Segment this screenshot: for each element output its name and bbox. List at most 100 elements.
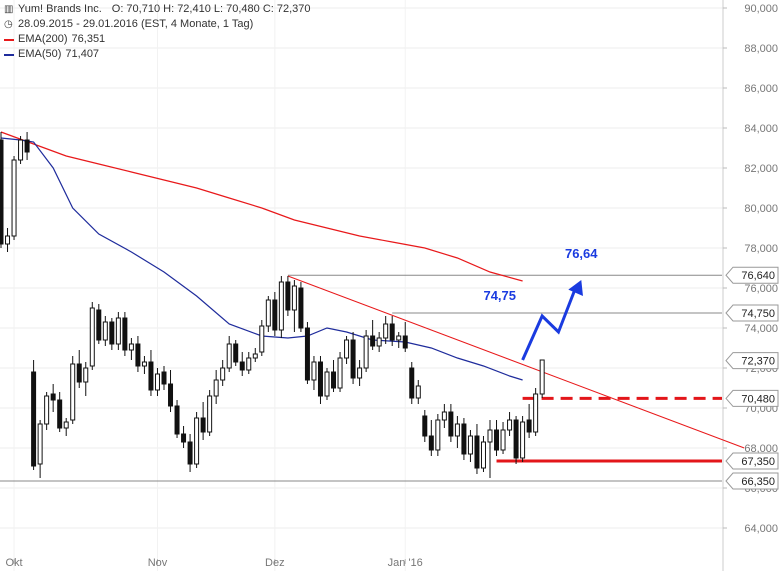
candle-body (317, 361, 323, 397)
candle (272, 292, 278, 336)
candle (122, 312, 128, 356)
ema50-swatch (4, 53, 14, 56)
candle-body (246, 357, 252, 371)
candle-body (507, 419, 513, 431)
reference-price-tag: 70,480 (725, 389, 779, 407)
candle (220, 360, 226, 386)
projection-arrowhead (568, 280, 583, 297)
candle (357, 360, 363, 386)
candle-body (50, 393, 56, 401)
candle-body (168, 383, 174, 407)
candle (50, 384, 56, 412)
x-tick-label: Dez (265, 557, 285, 569)
candle (83, 362, 89, 396)
candle (18, 136, 24, 164)
candle-body (122, 317, 128, 351)
candle-body (376, 337, 382, 347)
y-tick-label: 76,000 (744, 283, 778, 295)
candle (441, 404, 447, 428)
y-tick-label: 80,000 (744, 203, 778, 215)
candle (285, 276, 291, 316)
x-tick-label: Nov (148, 557, 168, 569)
candle-body (357, 367, 363, 379)
candle (513, 416, 519, 464)
candle (141, 356, 147, 374)
candle (422, 410, 428, 442)
candle (148, 350, 154, 396)
legend-period-row: ◷ 28.09.2015 - 29.01.2016 (EST, 4 Monate… (4, 17, 311, 32)
candle (31, 360, 37, 470)
candle-body (304, 327, 310, 381)
candle (37, 420, 43, 478)
candle-body (487, 429, 493, 443)
candle-body (194, 417, 200, 465)
candle (304, 322, 310, 384)
candle (226, 336, 232, 372)
candle (474, 424, 480, 474)
candle (539, 359, 545, 398)
candle-body (187, 441, 193, 465)
y-tick-label: 74,000 (744, 323, 778, 335)
candle-body (363, 335, 369, 369)
x-tick-label: Okt (5, 557, 22, 569)
candle (526, 404, 532, 438)
legend-title-row: ▥ Yum! Brands Inc. O: 70,710 H: 72,410 L… (4, 2, 311, 17)
resistance-trendline (287, 275, 745, 449)
candle-body (76, 363, 82, 383)
candle-body (513, 419, 519, 459)
candle-body (63, 421, 69, 429)
ema50-value: 71,407 (65, 48, 100, 60)
candle-body (265, 299, 271, 327)
candle-body (252, 353, 258, 359)
candle-body (31, 371, 37, 467)
trendline (287, 275, 745, 449)
candle-body (0, 139, 4, 245)
candle-body (11, 159, 17, 237)
chart-legend: ▥ Yum! Brands Inc. O: 70,710 H: 72,410 L… (4, 2, 311, 62)
candle (109, 318, 115, 350)
candle (128, 338, 134, 360)
candle-body (370, 335, 376, 347)
candle-body (259, 325, 265, 353)
candle (448, 404, 454, 442)
candle-body (24, 139, 30, 153)
ema200-name: EMA(200) (18, 33, 68, 45)
candle-body (141, 361, 147, 367)
candle (187, 434, 193, 472)
candle (181, 426, 187, 448)
candle (194, 412, 200, 468)
price-tag-text: 67,350 (741, 456, 775, 468)
candle (102, 316, 108, 346)
candle (363, 330, 369, 372)
candles (0, 132, 545, 478)
candle (487, 420, 493, 478)
candle (246, 352, 252, 374)
candle-body (135, 343, 141, 367)
candle (233, 340, 239, 366)
candle-body (324, 371, 330, 397)
candle-body (337, 357, 343, 389)
candle (467, 430, 473, 462)
candle (350, 332, 356, 384)
projection-path (521, 285, 578, 361)
candle-body (109, 321, 115, 345)
candle-body (461, 423, 467, 455)
chart-icon: ▥ (4, 4, 14, 15)
candle (507, 412, 513, 436)
price-tag-text: 72,370 (741, 356, 775, 368)
candle-body (44, 395, 50, 425)
ema200-value: 76,351 (71, 33, 106, 45)
candle-body (526, 419, 532, 433)
candle-body (539, 359, 545, 395)
candle-body (311, 361, 317, 381)
price-tag-box (725, 389, 779, 407)
candle (533, 388, 539, 436)
candle-body (409, 367, 415, 399)
candle-body (454, 423, 460, 437)
candle (265, 296, 271, 332)
candle (57, 392, 63, 432)
candle-body (226, 343, 232, 369)
projection-label: 76,64 (565, 246, 598, 261)
projection: 74,75 76,64 (483, 246, 598, 361)
y-tick-label: 78,000 (744, 243, 778, 255)
